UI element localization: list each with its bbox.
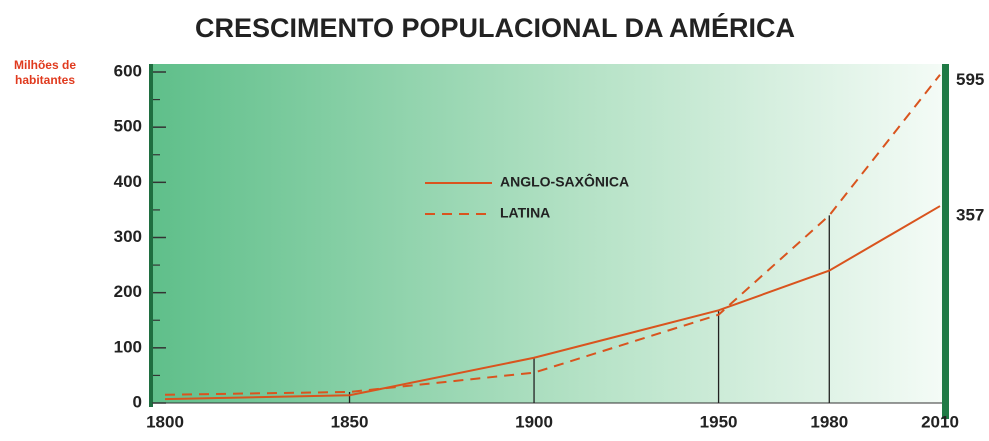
y-tick-label: 600 [114, 61, 142, 80]
x-tick-label: 1850 [331, 412, 369, 431]
legend-label: ANGLO-SAXÔNICA [500, 173, 629, 190]
right-axis [942, 64, 949, 419]
y-axis-label-line: Milhões de [14, 58, 76, 72]
end-label: 357 [956, 206, 984, 225]
y-axis [149, 64, 153, 407]
y-tick-label: 200 [114, 282, 142, 301]
x-tick-label: 1800 [146, 412, 184, 431]
y-tick-label: 500 [114, 117, 142, 136]
chart-title: CRESCIMENTO POPULACIONAL DA AMÉRICA [195, 12, 795, 43]
x-tick-label: 1980 [810, 412, 848, 431]
x-tick-label: 1900 [515, 412, 553, 431]
end-label: 595 [956, 70, 984, 89]
series-line [164, 74, 941, 396]
y-tick-label: 400 [114, 172, 142, 191]
y-tick-label: 100 [114, 337, 142, 356]
plot-background [152, 64, 942, 403]
y-axis-label-line: habitantes [15, 73, 75, 87]
legend-label: LATINA [500, 205, 550, 221]
series-line [164, 205, 941, 401]
y-axis-label: Milhões de habitantes [14, 58, 76, 87]
x-tick-label: 2010 [921, 412, 959, 431]
x-tick-label: 1950 [700, 412, 738, 431]
y-tick-label: 0 [133, 392, 142, 411]
y-tick-label: 300 [114, 227, 142, 246]
